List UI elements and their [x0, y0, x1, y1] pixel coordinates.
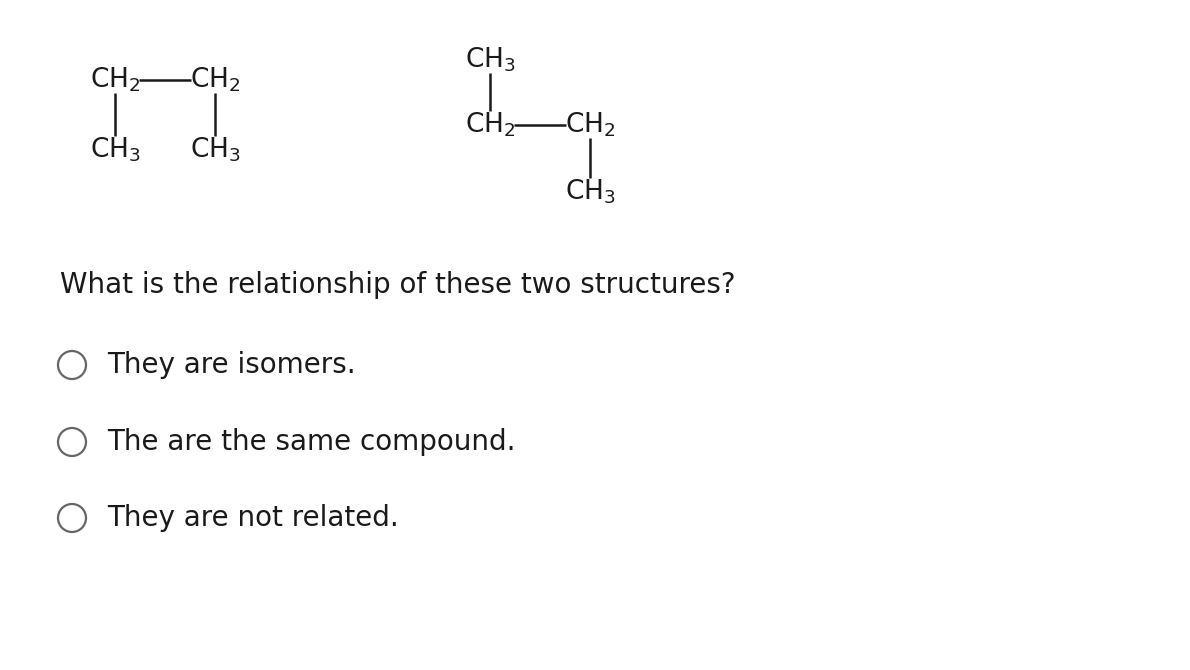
Text: What is the relationship of these two structures?: What is the relationship of these two st…	[60, 271, 735, 299]
Text: $\mathregular{CH_2}$: $\mathregular{CH_2}$	[465, 111, 515, 139]
Text: $\mathregular{CH_2}$: $\mathregular{CH_2}$	[565, 111, 615, 139]
Text: $\mathregular{CH_3}$: $\mathregular{CH_3}$	[89, 136, 140, 164]
Text: They are isomers.: They are isomers.	[107, 351, 356, 379]
Text: $\mathregular{CH_2}$: $\mathregular{CH_2}$	[189, 66, 240, 94]
Text: $\mathregular{CH_3}$: $\mathregular{CH_3}$	[189, 136, 240, 164]
Text: $\mathregular{CH_3}$: $\mathregular{CH_3}$	[464, 46, 515, 74]
Text: The are the same compound.: The are the same compound.	[107, 428, 515, 456]
Text: $\mathregular{CH_3}$: $\mathregular{CH_3}$	[564, 178, 615, 206]
Text: They are not related.: They are not related.	[107, 504, 399, 532]
Text: $\mathregular{CH_2}$: $\mathregular{CH_2}$	[89, 66, 140, 94]
